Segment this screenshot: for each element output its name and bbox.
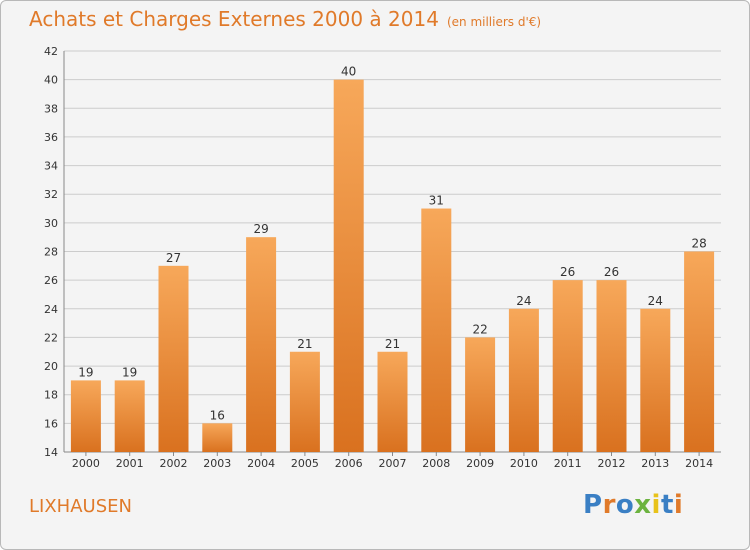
data-label: 21 bbox=[385, 337, 400, 351]
bar bbox=[333, 79, 364, 453]
logo-letter: t bbox=[660, 490, 674, 520]
logo-letter: r bbox=[602, 490, 616, 520]
bar bbox=[114, 380, 145, 452]
x-tick-label: 2012 bbox=[598, 457, 626, 470]
logo-letter: P bbox=[583, 490, 603, 520]
data-label: 19 bbox=[122, 365, 137, 379]
y-tick-label: 38 bbox=[44, 102, 58, 115]
bar bbox=[289, 351, 320, 452]
logo-letter: i bbox=[673, 490, 684, 520]
x-tick-label: 2014 bbox=[685, 457, 713, 470]
y-tick-label: 42 bbox=[44, 45, 58, 58]
data-label: 26 bbox=[560, 265, 575, 279]
y-tick-label: 26 bbox=[44, 274, 58, 287]
data-label: 29 bbox=[253, 222, 268, 236]
bar bbox=[596, 280, 627, 452]
chart-title: Achats et Charges Externes 2000 à 2014 (e… bbox=[29, 7, 541, 31]
data-label: 22 bbox=[472, 322, 487, 336]
y-tick-label: 28 bbox=[44, 246, 58, 259]
x-tick-label: 2001 bbox=[116, 457, 144, 470]
logo-letter: i bbox=[651, 490, 661, 520]
bar bbox=[70, 380, 101, 452]
logo-letter: o bbox=[615, 490, 635, 520]
x-tick-label: 2013 bbox=[641, 457, 669, 470]
logo-letter: x bbox=[634, 490, 652, 520]
x-tick-label: 2011 bbox=[554, 457, 582, 470]
x-tick-label: 2008 bbox=[422, 457, 450, 470]
bar bbox=[421, 208, 452, 452]
y-tick-label: 16 bbox=[44, 417, 58, 430]
data-label: 27 bbox=[166, 251, 181, 265]
y-tick-label: 18 bbox=[44, 389, 58, 402]
y-tick-label: 22 bbox=[44, 331, 58, 344]
data-label: 16 bbox=[210, 408, 225, 422]
bar bbox=[158, 265, 189, 452]
bar bbox=[377, 351, 408, 452]
y-tick-label: 40 bbox=[44, 74, 58, 87]
data-label: 31 bbox=[429, 194, 444, 208]
y-tick-label: 14 bbox=[44, 446, 58, 459]
y-tick-label: 24 bbox=[44, 303, 58, 316]
data-label: 19 bbox=[78, 365, 93, 379]
data-label: 21 bbox=[297, 337, 312, 351]
chart-subtitle: (en milliers d'€) bbox=[446, 15, 542, 29]
x-tick-label: 2002 bbox=[160, 457, 188, 470]
bar bbox=[552, 280, 583, 452]
y-tick-label: 32 bbox=[44, 188, 58, 201]
title-text: Achats et Charges Externes 2000 à 2014 bbox=[29, 7, 439, 31]
data-label: 26 bbox=[604, 265, 619, 279]
place-name: LIXHAUSEN bbox=[29, 496, 132, 517]
data-label: 24 bbox=[516, 294, 531, 308]
x-tick-label: 2006 bbox=[335, 457, 363, 470]
bar bbox=[202, 423, 233, 452]
proxiti-logo: Proxiti bbox=[583, 490, 683, 520]
bar bbox=[640, 308, 671, 452]
y-tick-label: 30 bbox=[44, 217, 58, 230]
data-label: 28 bbox=[691, 237, 706, 251]
x-tick-label: 2000 bbox=[72, 457, 100, 470]
bar bbox=[684, 251, 715, 452]
x-tick-label: 2007 bbox=[379, 457, 407, 470]
y-tick-label: 34 bbox=[44, 160, 58, 173]
bar bbox=[465, 337, 496, 452]
x-tick-label: 2003 bbox=[203, 457, 231, 470]
y-tick-label: 36 bbox=[44, 131, 58, 144]
bar bbox=[246, 237, 277, 452]
y-tick-label: 20 bbox=[44, 360, 58, 373]
x-tick-label: 2009 bbox=[466, 457, 494, 470]
data-label: 40 bbox=[341, 65, 356, 79]
x-tick-label: 2004 bbox=[247, 457, 275, 470]
x-tick-label: 2005 bbox=[291, 457, 319, 470]
bar bbox=[508, 308, 539, 452]
x-tick-label: 2010 bbox=[510, 457, 538, 470]
data-label: 24 bbox=[648, 294, 663, 308]
